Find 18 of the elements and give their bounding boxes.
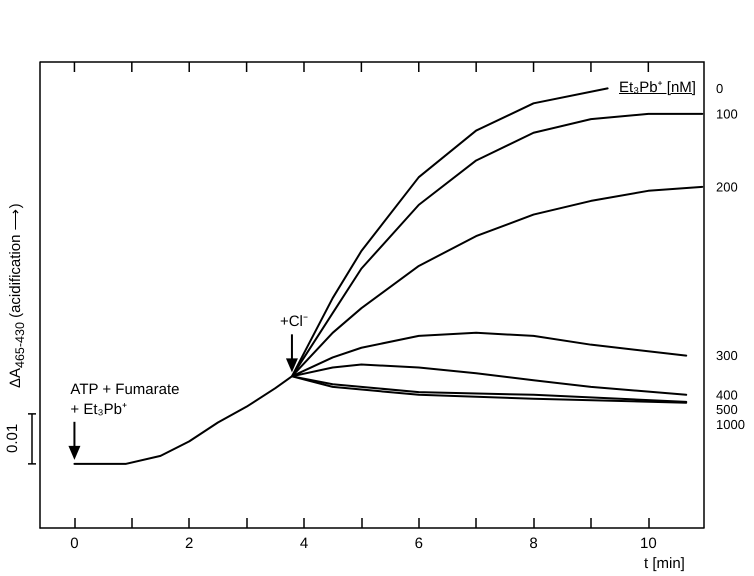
text: 0.01 [4,424,21,454]
x-tick-label: 8 [529,535,538,552]
x-axis-title: t [min] [644,555,685,572]
text: 300 [716,348,738,364]
annotation: +Cl⁻ [280,312,308,330]
text: 500 [716,402,738,417]
legend-title: Et₃Pb⁺ [nM] [619,78,696,96]
x-tick-label: 10 [640,535,657,552]
text: 0 [716,80,724,96]
annotation: ATP + Fumarate + Et₃Pb⁺ [70,380,180,418]
series-label: 200 [716,179,738,194]
x-tick-label: 2 [185,535,194,552]
x-tick-label: 6 [414,535,423,552]
x-tick-label: 0 [70,535,79,552]
text: 400 [716,387,738,402]
text: 1000 [716,416,745,432]
series-label: 100 [716,106,738,122]
x-tick-label: 4 [300,535,308,552]
